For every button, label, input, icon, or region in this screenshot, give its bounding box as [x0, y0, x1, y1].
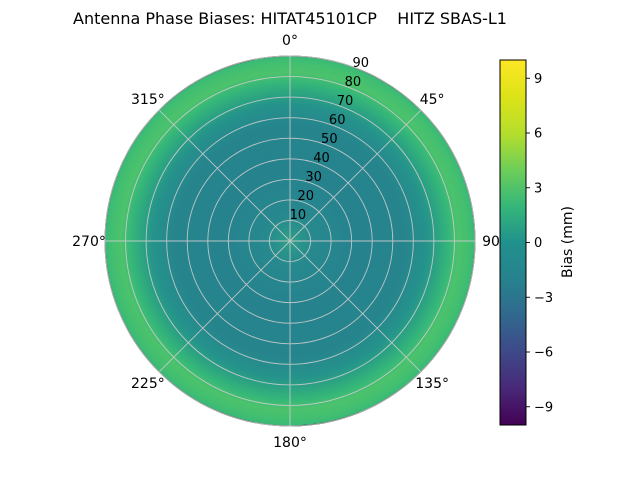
- colorbar-tick-label: −6: [534, 346, 553, 361]
- radial-tick-label: 50: [321, 132, 338, 147]
- colorbar-tick-label: −9: [534, 400, 553, 415]
- colorbar-tick-label: 3: [534, 181, 542, 196]
- colorbar-ticks: 9 6 3 0 −3 −6 −9: [526, 72, 553, 415]
- radial-tick-label: 90: [353, 56, 370, 71]
- angular-tick-label: 270°: [72, 234, 106, 250]
- radial-tick-label: 40: [313, 151, 330, 166]
- radial-tick-label: 20: [297, 189, 314, 204]
- radial-tick-label: 10: [290, 208, 307, 223]
- radial-tick-label: 30: [305, 170, 322, 185]
- angular-tick-label: 315°: [131, 92, 165, 108]
- radial-tick-labels: 10 20 30 40 50 60 70 80 90: [290, 56, 369, 223]
- angular-tick-label: 45°: [420, 92, 445, 108]
- colorbar-tick-label: 9: [534, 72, 542, 87]
- colorbar-tick-label: 0: [534, 236, 542, 251]
- colorbar-tick-label: 6: [534, 127, 542, 142]
- radial-tick-label: 60: [329, 113, 346, 128]
- angular-tick-labels: 0° 45° 90 135° 180° 225° 270° 315°: [72, 33, 500, 451]
- angular-tick-label: 135°: [415, 376, 449, 392]
- angular-tick-label: 225°: [131, 376, 165, 392]
- colorbar-axis-label: Bias (mm): [560, 205, 576, 279]
- colorbar: [499, 59, 527, 426]
- angular-tick-label: 0°: [282, 33, 298, 49]
- polar-grid: [104, 55, 476, 427]
- chart-title: Antenna Phase Biases: HITAT45101CP HITZ …: [73, 9, 507, 28]
- colorbar-tick-label: −3: [534, 291, 553, 306]
- radial-tick-label: 70: [337, 94, 354, 109]
- angular-tick-label: 180°: [273, 435, 307, 451]
- angular-tick-label: 90: [482, 234, 500, 250]
- radial-tick-label: 80: [345, 75, 362, 90]
